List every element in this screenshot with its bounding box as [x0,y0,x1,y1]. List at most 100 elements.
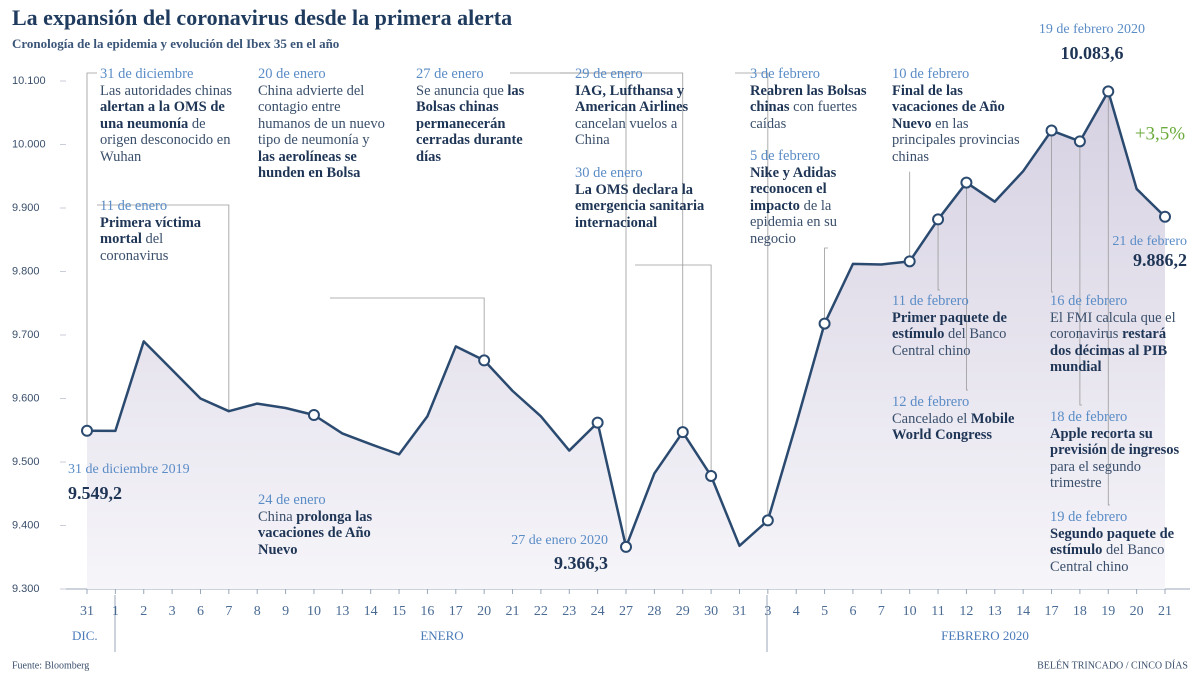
point-marker [1073,135,1086,148]
leader-line [937,219,940,291]
leader-line [560,72,684,433]
annotation-date: 11 de enero [100,198,168,214]
annotation-text: Primer paquete de estímulo del Banco Cen… [892,310,1017,360]
annotation: 11 de febrero Primer paquete de estímulo … [892,293,1017,359]
annotation: 18 de febrero Apple recorta su previsión … [1050,409,1185,492]
annotation-part: del Banco Central chino [892,326,1007,359]
leader-line [635,264,712,476]
x-tick-label: 3 [169,604,176,619]
x-tick-label: 10 [307,604,321,619]
x-tick-label: 13 [988,604,1002,619]
annotation-date: 27 de enero [416,66,484,82]
annotation-part: las Bolsas chinas permanecerán cerradas … [416,82,525,165]
x-tick-label: 7 [225,604,232,619]
annotation-text: Apple recorta su previsión de ingresos p… [1050,426,1185,492]
change-label: +3,5% [1135,123,1185,144]
annotation-part: Las autoridades chinas [100,82,233,99]
annotation: 20 de enero China advierte del contagio e… [258,66,388,182]
x-tick-label: 14 [1016,604,1030,619]
annotation: 16 de febrero El FMI calcula que el coron… [1050,293,1180,376]
annotation-date: 11 de febrero [892,293,969,309]
annotation-part: las aerolíneas se hunden en Bolsa [258,148,361,182]
annotation-part: IAG, Lufthansa y American Airlines [575,82,689,116]
x-tick-label: 31 [732,604,746,619]
annotation-part: Primer paquete de estímulo [892,309,1007,343]
x-tick-label: 7 [878,604,885,619]
leader-line [824,247,828,324]
annotation-part: Cancelado el [892,410,971,427]
value-label: 10.083,6 [1061,43,1124,63]
x-tick-label: 13 [335,604,349,619]
annotation-part: en las principales provincias chinas [892,115,1020,165]
x-tick-label: 10 [903,604,917,619]
y-tick-label: 10.000 [12,138,46,150]
leader-line [1051,130,1053,293]
annotation-part: La OMS declara la emergencia sanitaria i… [575,181,705,231]
annotation-text: Primera víctima mortal del coronavirus [100,215,230,265]
point-marker [705,469,718,482]
y-tick-label: 9.800 [12,265,40,277]
annotation-part: Segundo paquete de estímulo [1050,525,1175,559]
y-tick-label: 9.500 [12,456,40,468]
annotation-date: 30 de enero [575,165,643,181]
annotation-part: cancelan vuelos a China [575,115,678,149]
annotation: 24 de enero China prolonga las vacaciones… [258,492,403,558]
value-label: 9.886,2 [1133,250,1187,270]
x-tick-label: 5 [821,604,828,619]
x-tick-label: 18 [1073,604,1087,619]
value-label: 9.549,2 [68,483,122,503]
point-marker [591,416,604,429]
month-label: FEBRERO 2020 [941,628,1029,643]
y-tick-label: 9.600 [12,392,40,404]
annotation-part: Nike y Adidas reconocen el impacto [750,164,837,214]
annotation-part: alertan a la OMS de una neumonía [100,99,225,132]
x-tick-label: 11 [931,604,944,619]
annotation-part: de la epidemia en su negocio [750,197,837,247]
annotation: 29 de enero IAG, Lufthansa y American Air… [575,66,710,149]
annotation-date: 20 de enero [258,66,326,82]
value-label-title: 21 de febrero [1112,234,1187,249]
x-tick-label: 2 [140,604,147,619]
annotation-part: Mobile World Congress [892,410,1015,444]
x-tick-label: 29 [676,604,690,619]
annotation-part: con fuertes caídas [750,99,858,132]
annotation-part: para el segundo trimestre [1050,458,1141,492]
annotation-part: prolonga las vacaciones de Año Nuevo [258,508,373,558]
point-marker [1045,124,1058,137]
annotation-date: 5 de febrero [750,148,821,164]
x-tick-label: 17 [449,604,463,619]
x-tick-label: 24 [591,604,605,619]
x-tick-label: 6 [849,604,856,619]
value-label-title: 31 de diciembre 2019 [68,462,190,477]
annotation: 19 de febrero Segundo paquete de estímulo… [1050,509,1190,575]
point-marker [932,213,945,226]
leader-line [86,72,97,431]
x-tick-label: 6 [197,604,204,619]
x-tick-label: 23 [562,604,576,619]
annotation-text: China prolonga las vacaciones de Año Nue… [258,509,403,559]
x-tick-label: 31 [80,604,94,619]
annotation: 31 de diciembre Las autoridades chinas al… [100,66,240,165]
x-tick-label: 15 [392,604,406,619]
annotation-text: Reabren las Bolsas chinas con fuertes ca… [750,83,875,133]
annotation-text: Las autoridades chinas alertan a la OMS … [100,83,240,166]
annotation-text: China advierte del contagio entre humano… [258,83,388,182]
x-tick-label: 21 [1158,604,1172,619]
annotation: 12 de febrero Cancelado el Mobile World C… [892,394,1017,444]
annotation-part: Primera víctima mortal [100,214,202,248]
annotation: 3 de febrero Reabren las Bolsas chinas co… [750,66,875,132]
annotation-text: Nike y Adidas reconocen el impacto de la… [750,165,875,248]
y-tick-label: 9.900 [12,202,40,214]
point-marker [903,255,916,268]
x-tick-label: 1 [112,604,119,619]
annotation-part: Final de las vacaciones de Año Nuevo [892,82,1005,132]
x-tick-label: 16 [420,604,434,619]
leader-line [97,204,230,412]
annotation-text: Segundo paquete de estímulo del Banco Ce… [1050,526,1190,576]
annotation-part: Apple recorta su previsión de ingresos [1050,425,1180,459]
value-label-title: 19 de febrero 2020 [1039,22,1145,37]
x-tick-label: 12 [959,604,973,619]
area [87,91,1165,589]
annotation: 10 de febrero Final de las vacaciones de … [892,66,1022,165]
annotation-date: 29 de enero [575,66,643,82]
